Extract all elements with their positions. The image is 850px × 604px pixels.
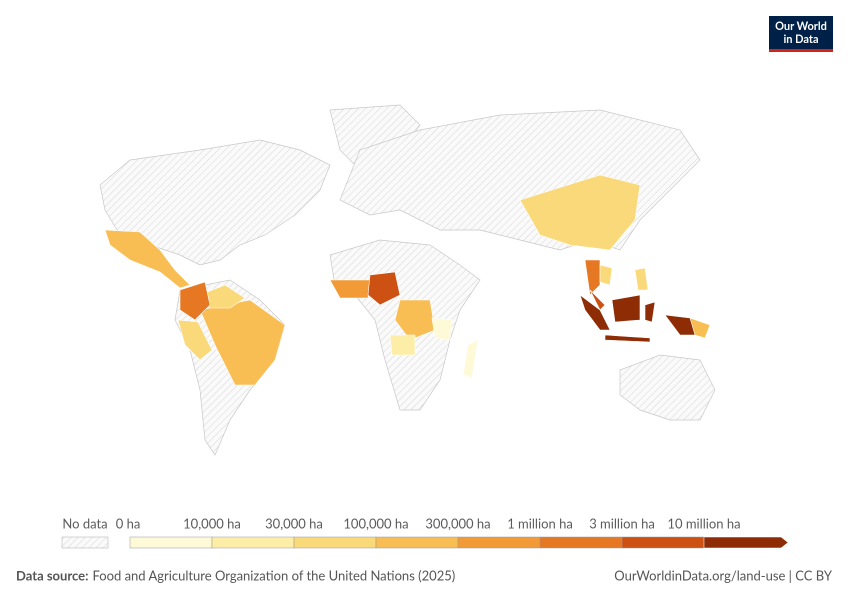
legend-swatch [211, 536, 295, 549]
logo[interactable]: Our World in Data [769, 16, 833, 52]
country[interactable] [177, 319, 213, 361]
legend-swatch [61, 536, 109, 549]
country[interactable] [634, 267, 649, 291]
legend-swatch [703, 536, 789, 549]
country[interactable] [199, 299, 286, 386]
legend-label: 30,000 ha [265, 515, 323, 531]
country[interactable] [104, 229, 191, 289]
country[interactable] [367, 271, 401, 306]
legend-label: 10 million ha [667, 515, 740, 531]
country[interactable] [329, 279, 371, 299]
country[interactable] [179, 281, 211, 321]
country[interactable] [519, 174, 641, 251]
logo-text: Our World [775, 20, 827, 33]
country[interactable] [579, 294, 611, 331]
legend-swatch [375, 536, 459, 549]
legend-swatch [539, 536, 623, 549]
country[interactable] [394, 299, 436, 341]
country[interactable] [589, 289, 606, 311]
legend-swatch [293, 536, 377, 549]
country[interactable] [431, 317, 453, 341]
source-prefix: Data source: [16, 567, 88, 583]
logo-box [769, 16, 833, 50]
legend-swatch [129, 536, 213, 549]
legend-swatch [621, 536, 705, 549]
source-text: Food and Agriculture Organization of the… [92, 567, 455, 583]
country[interactable] [599, 264, 613, 286]
country[interactable] [462, 339, 479, 379]
country[interactable] [389, 334, 416, 356]
legend-swatch [457, 536, 541, 549]
legend-label: 10,000 ha [183, 515, 241, 531]
legend-label: 1 million ha [507, 515, 573, 531]
no-data-region [619, 354, 716, 421]
legend-label: 3 million ha [589, 515, 655, 531]
logo-text: in Data [783, 33, 818, 46]
country[interactable] [584, 259, 601, 296]
country[interactable] [644, 301, 656, 323]
logo-underline [769, 49, 833, 52]
legend-label: 100,000 ha [343, 515, 408, 531]
country[interactable] [689, 317, 711, 339]
legend-label: 0 ha [116, 515, 141, 531]
legend-label: No data [62, 515, 107, 531]
legend-label: 300,000 ha [425, 515, 490, 531]
world-map [99, 104, 716, 456]
legend: No data 0 ha 10,000 ha 30,000 ha 100,000 ha… [61, 515, 789, 549]
country[interactable] [611, 294, 641, 323]
source-url[interactable]: OurWorldinData.org/land-use | CC BY [614, 567, 833, 583]
country[interactable] [604, 334, 651, 343]
